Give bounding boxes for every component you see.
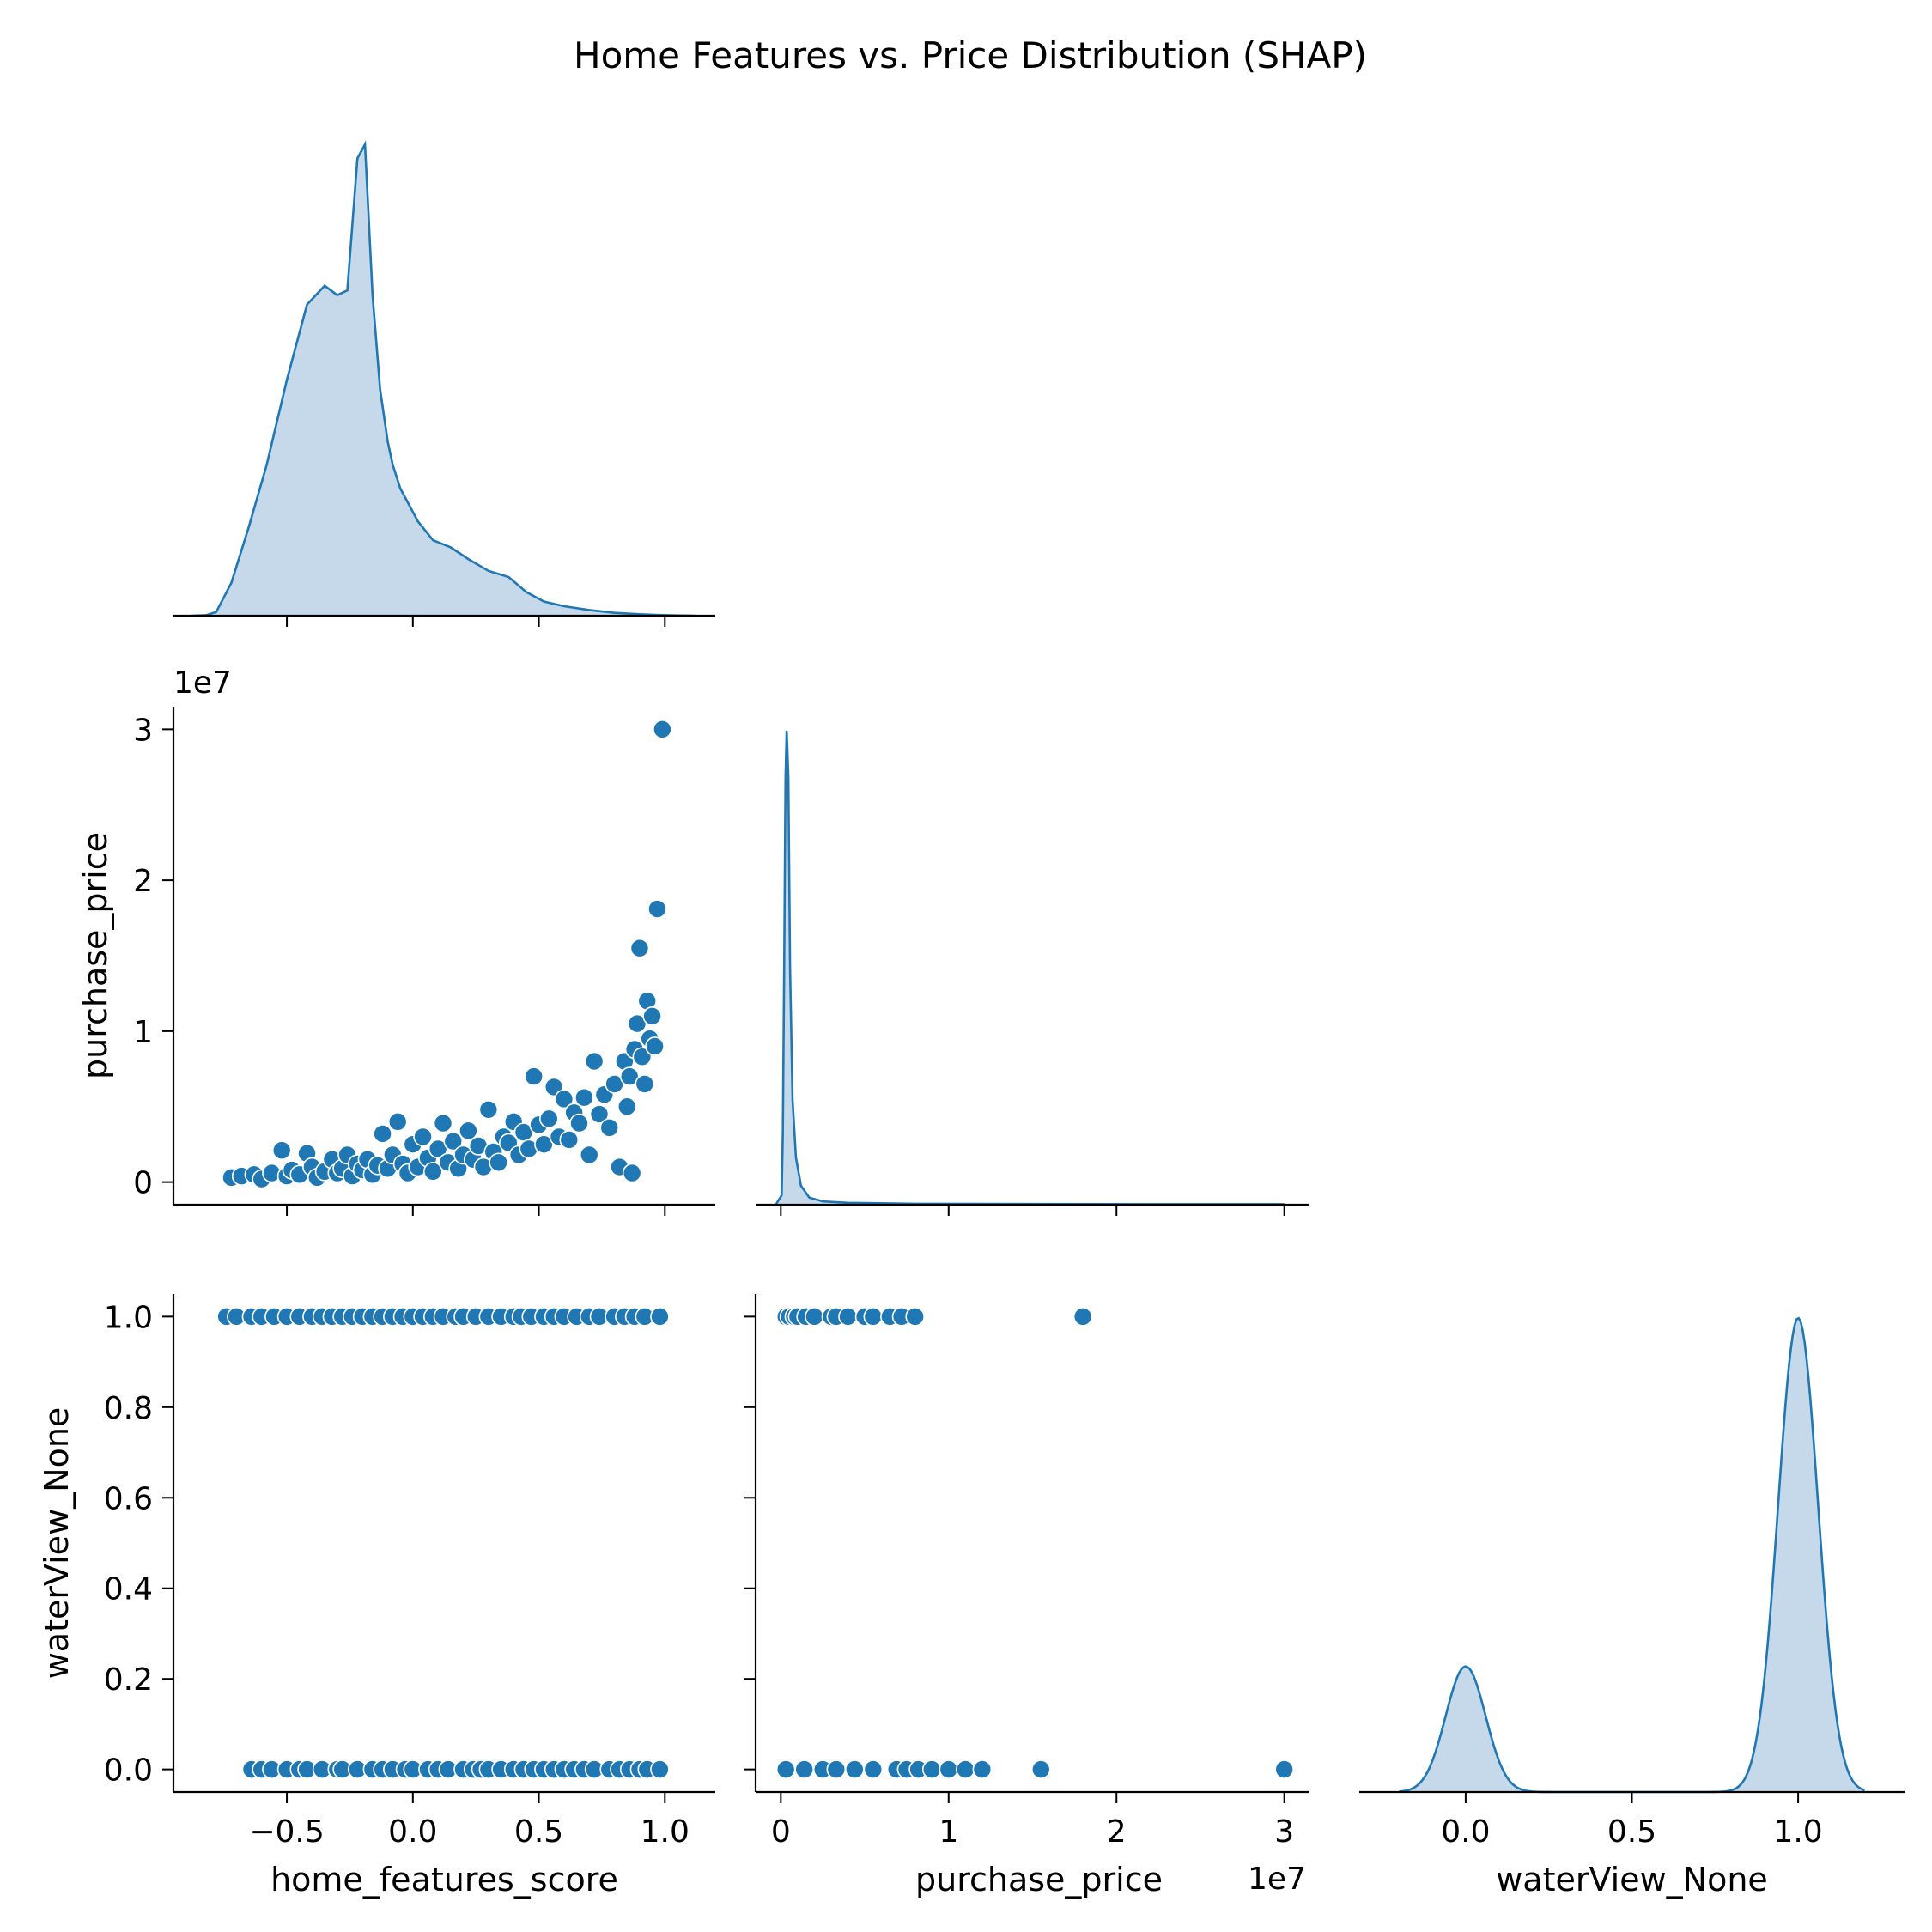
y-tick-label: 3 (133, 713, 153, 748)
x-tick-label: 0.5 (1607, 1814, 1656, 1850)
scatter-point (538, 1109, 559, 1129)
scatter-point (956, 1759, 975, 1779)
y-tick-label: 1.0 (104, 1300, 153, 1335)
x-tick-label: 1 (939, 1814, 958, 1850)
scatter-point (826, 1759, 847, 1779)
scatter-point (373, 1124, 392, 1144)
y-axis-label: purchase_price (76, 832, 114, 1079)
x-axis-label: purchase_price (915, 1861, 1163, 1899)
y-tick-label: 1 (133, 1015, 153, 1050)
scatter-point (569, 1113, 589, 1133)
scatter-point (422, 1162, 443, 1182)
y-offset-text: 1e7 (173, 665, 232, 701)
x-tick-label: −0.5 (249, 1814, 324, 1850)
scatter-point (921, 1759, 942, 1779)
x-offset-text: 1e7 (1248, 1862, 1306, 1897)
scatter-point (574, 1087, 594, 1108)
y-tick-label: 0.4 (104, 1572, 153, 1607)
scatter-point (1274, 1759, 1294, 1779)
scatter-point (1030, 1759, 1051, 1779)
chart-title: Home Features vs. Price Distribution (SH… (574, 34, 1367, 76)
x-axis-label: home_features_score (270, 1861, 618, 1899)
y-tick-label: 2 (133, 864, 153, 899)
scatter-point (622, 1163, 642, 1183)
scatter-point (428, 1139, 448, 1159)
scatter-point (642, 1006, 662, 1026)
panel-scatter-water-vs-score: −0.5 0.0 0.5 1.0 0.0 0.2 0.4 0.6 0.8 1.0 home_feat… (38, 1294, 715, 1899)
scatter-point (433, 1113, 453, 1133)
x-tick-label: 0.0 (388, 1814, 437, 1850)
y-tick-label: 0 (133, 1166, 153, 1201)
scatter-point (905, 1307, 925, 1327)
scatter-point (387, 1112, 408, 1132)
y-tick-label: 0.8 (104, 1391, 153, 1426)
scatter-point (805, 1307, 824, 1327)
scatter-point (645, 1036, 665, 1056)
scatter-point (599, 1118, 620, 1138)
x-tick-label: 2 (1107, 1814, 1127, 1850)
scatter-point (629, 938, 650, 958)
x-tick-label: 3 (1274, 1814, 1294, 1850)
x-tick-label: 0.0 (1441, 1814, 1490, 1850)
scatter-point (443, 1131, 464, 1151)
scatter-point (617, 1097, 637, 1117)
scatter-point (863, 1307, 884, 1327)
scatter-point (794, 1759, 814, 1779)
kde-home-features-score-fill (191, 144, 696, 616)
scatter-point (939, 1759, 959, 1779)
plot-grid: 0 1 2 3 1e7 purchase_price −0.5 0.0 0.5 1.0 0.0 0.2… (38, 140, 1905, 1899)
x-tick-label: 1.0 (641, 1814, 690, 1850)
y-tick-label: 0.6 (104, 1481, 153, 1516)
scatter-point (653, 720, 672, 739)
kde-home-features-score-line (191, 140, 696, 617)
scatter-point (459, 1121, 478, 1141)
scatter-point (534, 1134, 554, 1154)
x-tick-label: 0 (771, 1814, 791, 1850)
scatter-point (559, 1130, 580, 1150)
panel-kde-home-features-score (173, 140, 715, 627)
scatter-point (271, 1140, 292, 1161)
scatter-point (605, 1074, 624, 1094)
scatter-point (650, 1307, 670, 1327)
scatter-point (589, 1104, 610, 1124)
scatter-point (972, 1759, 993, 1779)
scatter-point (845, 1759, 865, 1779)
y-tick-label: 0.0 (104, 1753, 153, 1789)
scatter-point (1072, 1307, 1093, 1327)
scatter-point (489, 1152, 508, 1173)
scatter-point (838, 1307, 858, 1327)
scatter-point (650, 1759, 670, 1779)
scatter-point (647, 899, 667, 919)
scatter-point (524, 1066, 544, 1086)
scatter-point (635, 1074, 655, 1094)
scatter-point (775, 1759, 796, 1779)
scatter-point (863, 1759, 884, 1779)
scatter-point (579, 1145, 599, 1165)
kde-waterview-none-fill (1399, 1318, 1865, 1792)
scatter-point (413, 1127, 433, 1147)
panel-scatter-price-vs-score: 0 1 2 3 1e7 purchase_price (76, 665, 715, 1216)
panel-scatter-water-vs-price: 0 1 2 3 purchase_price 1e7 (744, 1294, 1309, 1899)
y-axis-label: waterView_None (38, 1407, 76, 1680)
panel-kde-purchase-price (756, 730, 1309, 1216)
x-tick-label: 0.5 (514, 1814, 563, 1850)
scatter-point (554, 1089, 574, 1109)
scatter-point (627, 1013, 647, 1034)
scatter-point (584, 1051, 605, 1072)
scatter-point (632, 1047, 653, 1067)
x-tick-label: 1.0 (1773, 1814, 1822, 1850)
y-tick-label: 0.2 (104, 1662, 153, 1698)
x-axis-label: waterView_None (1496, 1861, 1768, 1899)
scatter-point (478, 1099, 499, 1120)
scatter-point (619, 1066, 640, 1086)
